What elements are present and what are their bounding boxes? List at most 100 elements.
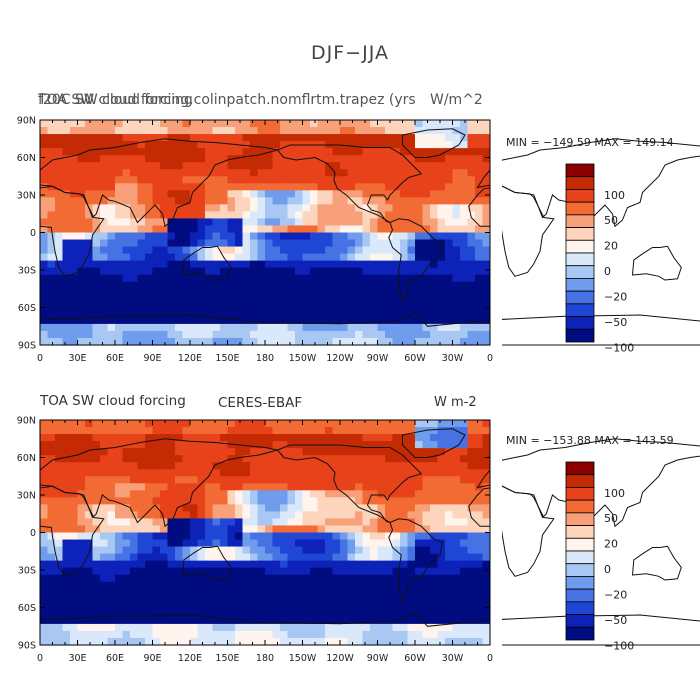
- field-cell: [55, 441, 64, 449]
- field-cell: [62, 162, 71, 170]
- field-cell: [137, 609, 146, 618]
- field-cell: [205, 497, 214, 505]
- field-cell: [227, 127, 236, 135]
- field-cell: [377, 420, 386, 428]
- field-cell: [280, 525, 289, 534]
- field-cell: [265, 176, 274, 184]
- field-cell: [407, 574, 416, 583]
- field-cell: [295, 546, 304, 555]
- field-cell: [280, 218, 289, 227]
- field-cell: [257, 316, 266, 325]
- field-cell: [310, 155, 319, 163]
- field-cell: [152, 434, 161, 442]
- field-cell: [197, 539, 206, 548]
- field-cell: [130, 483, 139, 491]
- field-cell: [295, 630, 304, 639]
- field-cell: [430, 141, 439, 149]
- field-cell: [302, 246, 311, 255]
- field-cell: [452, 267, 461, 276]
- field-cell: [475, 630, 484, 639]
- field-cell: [257, 176, 266, 184]
- field-cell: [482, 511, 491, 520]
- field-cell: [385, 574, 394, 583]
- field-cell: [287, 218, 296, 227]
- field-cell: [392, 281, 401, 290]
- field-cell: [415, 197, 424, 205]
- field-cell: [100, 309, 109, 318]
- field-cell: [310, 616, 319, 625]
- field-cell: [355, 169, 364, 177]
- field-cell: [145, 127, 154, 135]
- field-cell: [370, 274, 379, 283]
- field-cell: [302, 595, 311, 604]
- field-cell: [160, 232, 169, 241]
- field-cell: [107, 225, 116, 234]
- field-cell: [437, 337, 446, 346]
- field-cell: [257, 218, 266, 227]
- field-cell: [460, 532, 469, 541]
- field-cell: [40, 197, 49, 205]
- field-cell: [85, 574, 94, 583]
- field-cell: [70, 127, 79, 135]
- field-cell: [347, 197, 356, 205]
- field-cell: [437, 560, 446, 569]
- field-cell: [482, 581, 491, 590]
- field-cell: [475, 637, 484, 646]
- field-cell: [310, 134, 319, 142]
- field-cell: [280, 134, 289, 142]
- field-cell: [370, 288, 379, 297]
- field-cell: [317, 253, 326, 262]
- field-cell: [452, 469, 461, 477]
- field-cell: [317, 595, 326, 604]
- field-cell: [430, 267, 439, 276]
- field-cell: [467, 490, 476, 498]
- field-cell: [250, 553, 259, 562]
- field-cell: [62, 148, 71, 156]
- field-cell: [362, 218, 371, 227]
- field-cell: [437, 553, 446, 562]
- field-cell: [100, 448, 109, 456]
- lon-tick-label: 120W: [326, 653, 354, 664]
- field-cell: [482, 148, 491, 156]
- field-cell: [392, 511, 401, 520]
- field-cell: [377, 427, 386, 435]
- field-cell: [272, 120, 281, 128]
- field-cell: [227, 309, 236, 318]
- field-cell: [130, 574, 139, 583]
- field-cell: [62, 511, 71, 520]
- field-cell: [197, 630, 206, 639]
- field-cell: [85, 462, 94, 470]
- field-cell: [250, 169, 259, 177]
- field-cell: [340, 134, 349, 142]
- field-cell: [55, 525, 64, 534]
- field-cell: [287, 434, 296, 442]
- field-cell: [182, 455, 191, 463]
- field-cell: [392, 141, 401, 149]
- field-cell: [130, 253, 139, 262]
- field-cell: [175, 588, 184, 597]
- field-cell: [175, 434, 184, 442]
- field-cell: [182, 330, 191, 339]
- field-cell: [205, 134, 214, 142]
- field-cell: [250, 183, 259, 191]
- field-cell: [122, 204, 131, 213]
- field-cell: [47, 462, 56, 470]
- field-cell: [317, 162, 326, 170]
- field-cell: [227, 532, 236, 541]
- field-cell: [107, 211, 116, 220]
- field-cell: [250, 176, 259, 184]
- field-cell: [130, 169, 139, 177]
- field-cell: [302, 476, 311, 484]
- field-cell: [407, 553, 416, 562]
- field-cell: [385, 539, 394, 548]
- field-cell: [92, 637, 101, 646]
- field-cell: [392, 323, 401, 332]
- field-cell: [325, 602, 334, 611]
- field-cell: [475, 274, 484, 283]
- field-cell: [137, 176, 146, 184]
- field-cell: [220, 183, 229, 191]
- field-cell: [460, 490, 469, 498]
- field-cell: [385, 225, 394, 234]
- field-cell: [392, 483, 401, 491]
- field-cell: [265, 253, 274, 262]
